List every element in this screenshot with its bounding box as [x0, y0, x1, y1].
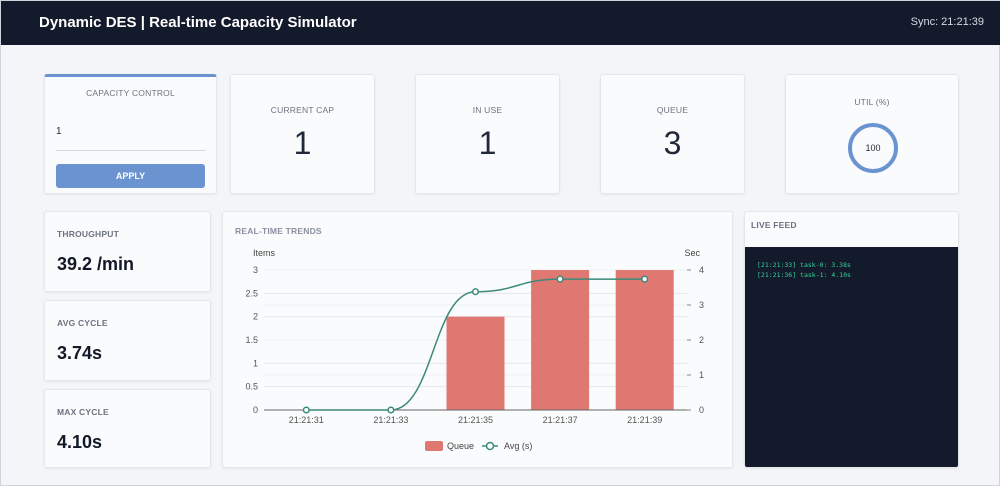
live-feed-card: LIVE FEED [21:21:33] task-0: 3.38s [21:2… [744, 211, 959, 468]
util-gauge: 100 [848, 123, 898, 173]
sync-time: Sync: 21:21:39 [910, 16, 984, 28]
x-tick: 21:21:33 [373, 415, 408, 425]
avg-cycle-card: AVG CYCLE 3.74s [44, 300, 211, 381]
y-left-tick: 0 [253, 405, 258, 415]
queue-card: QUEUE 3 [600, 74, 745, 194]
avg-point [387, 406, 395, 414]
current-cap-card: CURRENT CAP 1 [230, 74, 375, 194]
avg-point [556, 275, 564, 283]
y-right-tick: 4 [699, 265, 704, 275]
metric-value: 1 [293, 125, 312, 161]
queue-bar [531, 270, 590, 410]
queue-bar [446, 316, 505, 410]
stat-label: AVG CYCLE [57, 318, 108, 328]
throughput-card: THROUGHPUT 39.2 /min [44, 211, 211, 292]
log-line: [21:21:33] task-0: 3.38s [757, 261, 851, 269]
avg-point [471, 288, 480, 296]
metric-value: 3 [663, 125, 682, 161]
y-right-tick: 1 [699, 370, 704, 380]
stat-value: 39.2 /min [57, 254, 135, 274]
stat-label: THROUGHPUT [57, 229, 119, 239]
x-tick: 21:21:35 [458, 415, 493, 425]
live-feed-log: [21:21:33] task-0: 3.38s [21:21:36] task… [745, 247, 958, 467]
log-line: [21:21:36] task-1: 4.10s [757, 271, 851, 279]
metric-value: 1 [478, 125, 497, 161]
avg-point [302, 406, 310, 414]
legend-avg-label: Avg (s) [504, 441, 532, 451]
stat-value: 4.10s [57, 432, 103, 452]
capacity-input[interactable]: 1 [56, 119, 206, 151]
stat-value: 3.74s [57, 343, 103, 363]
max-cycle-card: MAX CYCLE 4.10s [44, 389, 211, 468]
y-right-label: Sec [684, 248, 700, 258]
y-left-tick: 1 [253, 358, 258, 368]
util-label: UTIL (%) [854, 97, 890, 107]
legend-avg-marker [485, 441, 495, 451]
y-right-tick: 0 [699, 405, 704, 415]
capacity-control-card: CAPACITY CONTROL 1 APPLY [44, 74, 217, 194]
avg-line [306, 278, 645, 411]
y-left-tick: 3 [253, 265, 258, 275]
y-left-tick: 2.5 [245, 288, 258, 298]
y-left-label: Items [253, 248, 276, 258]
x-tick: 21:21:39 [627, 415, 662, 425]
x-tick: 21:21:37 [543, 415, 578, 425]
header: Dynamic DES | Real-time Capacity Simulat… [1, 1, 1000, 45]
y-left-tick: 0.5 [245, 382, 258, 392]
trends-chart: 0 0.5 1 1.5 2 2.5 3 0 1 2 3 4 Items Sec 21:21:31 21:21:… [245, 248, 704, 451]
x-tick: 21:21:31 [289, 415, 324, 425]
in-use-card: IN USE 1 [415, 74, 560, 194]
live-feed-label: LIVE FEED [751, 220, 797, 230]
trends-card: REAL-TIME TRENDS 0 0.5 1 1.5 2 2.5 3 0 1 2 3 4 Items… [222, 211, 733, 468]
metric-label: CURRENT CAP [270, 105, 335, 115]
app-title: Dynamic DES | Real-time Capacity Simulat… [39, 14, 357, 31]
capacity-control-label: CAPACITY CONTROL [86, 88, 175, 98]
legend-queue-label: Queue [447, 441, 474, 451]
legend-queue-swatch [425, 441, 443, 451]
apply-button[interactable]: APPLY [56, 164, 205, 188]
y-right-tick: 3 [699, 300, 704, 310]
metric-label: IN USE [472, 105, 503, 115]
util-card: UTIL (%) 100 [785, 74, 959, 194]
stat-label: MAX CYCLE [57, 407, 109, 417]
queue-bar [615, 270, 674, 410]
chart-title: REAL-TIME TRENDS [235, 226, 322, 236]
y-left-tick: 1.5 [245, 335, 258, 345]
metric-label: QUEUE [656, 105, 689, 115]
y-left-tick: 2 [253, 312, 258, 322]
avg-point [641, 275, 649, 283]
y-right-tick: 2 [699, 335, 704, 345]
